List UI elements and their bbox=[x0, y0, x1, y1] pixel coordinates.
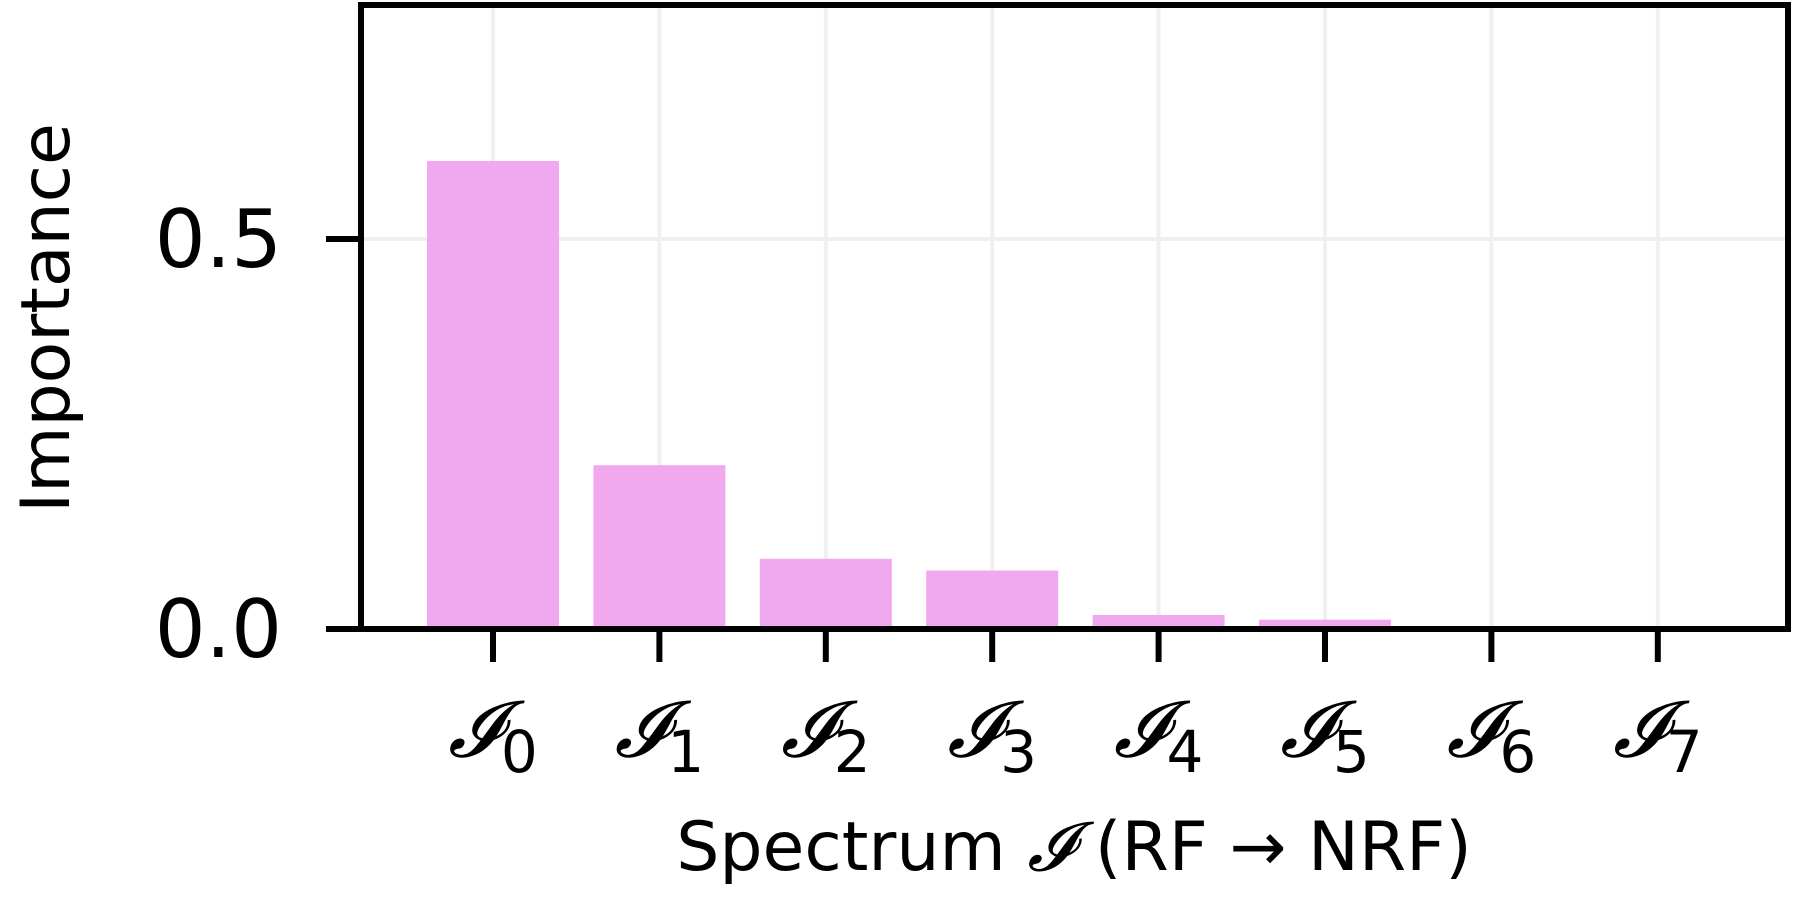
bars bbox=[427, 161, 1391, 629]
x-tick-label: 𝓘2 bbox=[781, 685, 871, 786]
bar-4 bbox=[1092, 614, 1225, 629]
x-tick-label: 𝓘4 bbox=[1114, 685, 1204, 786]
x-axis-label-suffix: (RF → NRF) bbox=[1073, 808, 1471, 887]
x-tick-label: 𝓘3 bbox=[947, 685, 1037, 786]
y-ticks: 0.0 0.5 bbox=[155, 193, 361, 676]
plot-frame bbox=[358, 2, 1791, 632]
bar-5 bbox=[1259, 619, 1391, 629]
y-tick-label: 0.5 bbox=[155, 193, 282, 286]
x-tick-label: 𝓘5 bbox=[1280, 685, 1370, 786]
x-tick-label: 𝓘6 bbox=[1447, 685, 1537, 786]
x-axis-label-prefix: Spectrum bbox=[676, 808, 1027, 887]
bar-3 bbox=[926, 570, 1059, 629]
y-tick-label: 0.0 bbox=[155, 583, 282, 676]
grid-lines bbox=[361, 5, 1788, 631]
x-ticks: 𝓘0 𝓘1 𝓘2 𝓘3 𝓘4 𝓘5 𝓘6 𝓘7 bbox=[448, 629, 1703, 786]
x-tick-label: 𝓘7 bbox=[1613, 685, 1703, 786]
x-axis-label: Spectrum 𝓘 (RF → NRF) bbox=[676, 808, 1472, 887]
x-tick-label: 𝓘1 bbox=[615, 685, 705, 786]
bar-0 bbox=[427, 161, 559, 629]
x-tick-label: 𝓘0 bbox=[448, 685, 538, 786]
bar-1 bbox=[593, 465, 726, 629]
bar-2 bbox=[759, 558, 892, 629]
y-axis-label: Importance bbox=[7, 123, 86, 513]
